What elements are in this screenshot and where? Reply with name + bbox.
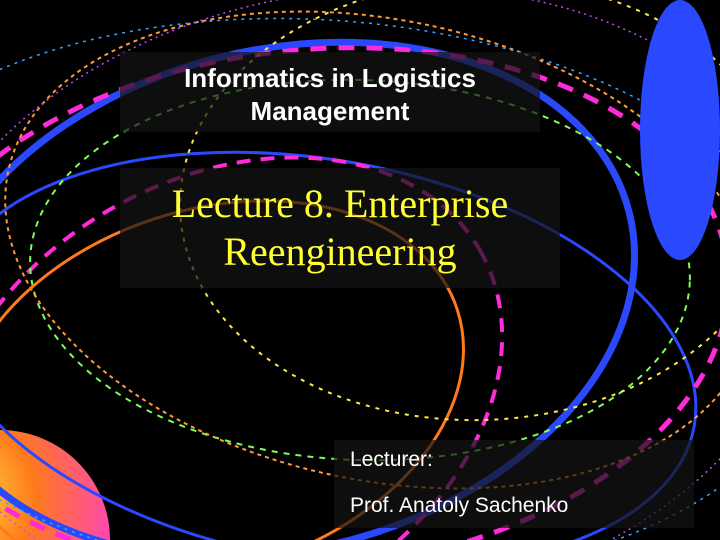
course-title: Informatics in Logistics Management (150, 62, 510, 127)
lecturer-label: Lecturer: (350, 448, 433, 472)
lecturer-name: Prof. Anatoly Sachenko (350, 494, 568, 518)
lecture-title: Lecture 8. Enterprise Reengineering (130, 180, 550, 276)
decorative-ellipse (640, 0, 720, 260)
